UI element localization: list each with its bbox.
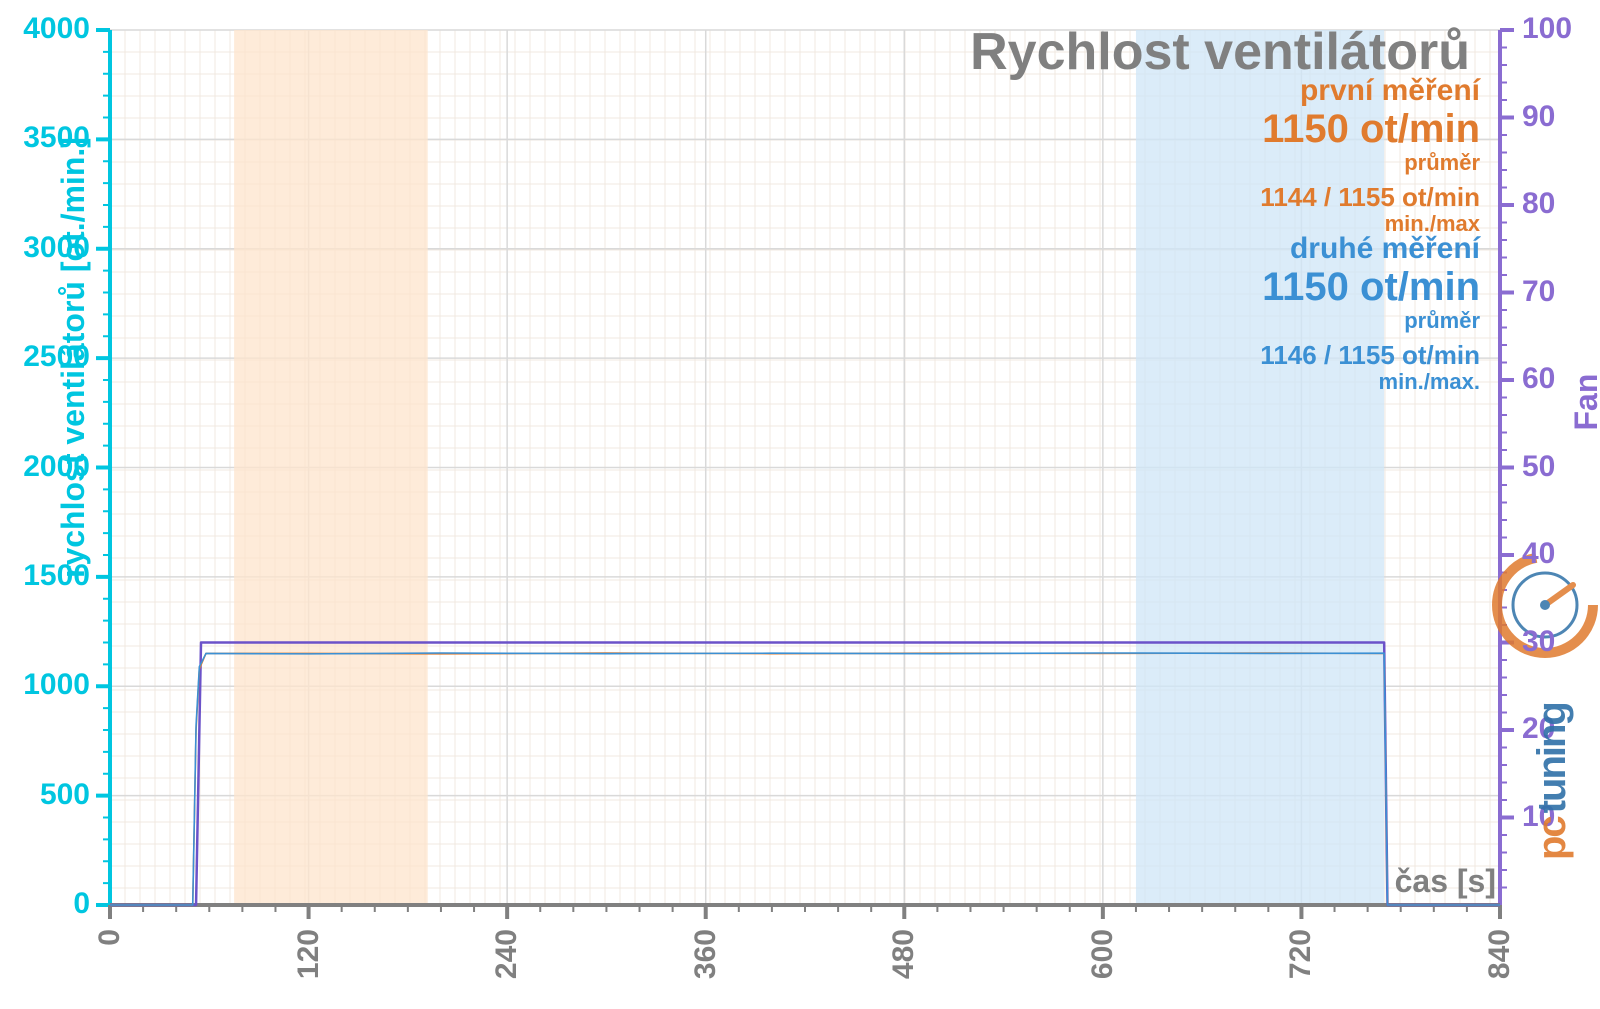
measurement-1-value: 1150 ot/min bbox=[1260, 107, 1480, 151]
y-left-tick-label: 0 bbox=[73, 887, 90, 921]
x-axis-label: čas [s] bbox=[1395, 863, 1496, 900]
y-left-tick-label: 4000 bbox=[23, 12, 90, 46]
measurement-2-header: druhé měření bbox=[1260, 232, 1480, 265]
pctuning-watermark: pctuning bbox=[1530, 703, 1575, 860]
watermark-pc: pc bbox=[1530, 817, 1574, 860]
y-left-tick-label: 2500 bbox=[23, 340, 90, 374]
x-tick-label: 240 bbox=[490, 929, 524, 979]
measurement-2-value: 1150 ot/min bbox=[1260, 265, 1480, 309]
measurement-1-header: první měření bbox=[1260, 74, 1480, 107]
x-tick-label: 720 bbox=[1284, 929, 1318, 979]
x-tick-label: 360 bbox=[689, 929, 723, 979]
y-left-tick-label: 3500 bbox=[23, 121, 90, 155]
y-right-tick-label: 40 bbox=[1522, 537, 1555, 571]
y-right-tick-label: 80 bbox=[1522, 187, 1555, 221]
x-tick-label: 840 bbox=[1483, 929, 1517, 979]
y-left-tick-label: 1500 bbox=[23, 559, 90, 593]
y-left-tick-label: 3000 bbox=[23, 231, 90, 265]
y-right-tick-label: 100 bbox=[1522, 12, 1572, 46]
y-left-tick-label: 1000 bbox=[23, 668, 90, 702]
y-right-axis-label: Fan speed [%] bbox=[1568, 338, 1600, 430]
measurement-1-annotation: první měření 1150 ot/min průměr 1144 / 1… bbox=[1260, 74, 1480, 236]
measurement-2-annotation: druhé měření 1150 ot/min průměr 1146 / 1… bbox=[1260, 232, 1480, 394]
y-left-tick-label: 500 bbox=[40, 778, 90, 812]
x-tick-label: 120 bbox=[292, 929, 326, 979]
y-right-tick-label: 70 bbox=[1522, 275, 1555, 309]
measurement-2-minmax: 1146 / 1155 ot/min bbox=[1260, 341, 1480, 370]
y-right-tick-label: 60 bbox=[1522, 362, 1555, 396]
measurement-2-avg-label: průměr bbox=[1260, 309, 1480, 333]
measurement-1-avg-label: průměr bbox=[1260, 151, 1480, 175]
x-tick-label: 0 bbox=[93, 929, 127, 946]
fan-speed-chart: Rychlost ventilátorů rychlost ventilátor… bbox=[0, 0, 1600, 1009]
x-tick-label: 600 bbox=[1086, 929, 1120, 979]
y-right-tick-label: 50 bbox=[1522, 450, 1555, 484]
y-right-tick-label: 90 bbox=[1522, 100, 1555, 134]
y-right-tick-label: 30 bbox=[1522, 625, 1555, 659]
chart-title: Rychlost ventilátorů bbox=[970, 22, 1470, 82]
measurement-2-minmax-label: min./max. bbox=[1260, 370, 1480, 394]
y-left-tick-label: 2000 bbox=[23, 450, 90, 484]
watermark-tuning: tuning bbox=[1530, 703, 1574, 813]
x-tick-label: 480 bbox=[887, 929, 921, 979]
measurement-1-minmax: 1144 / 1155 ot/min bbox=[1260, 183, 1480, 212]
